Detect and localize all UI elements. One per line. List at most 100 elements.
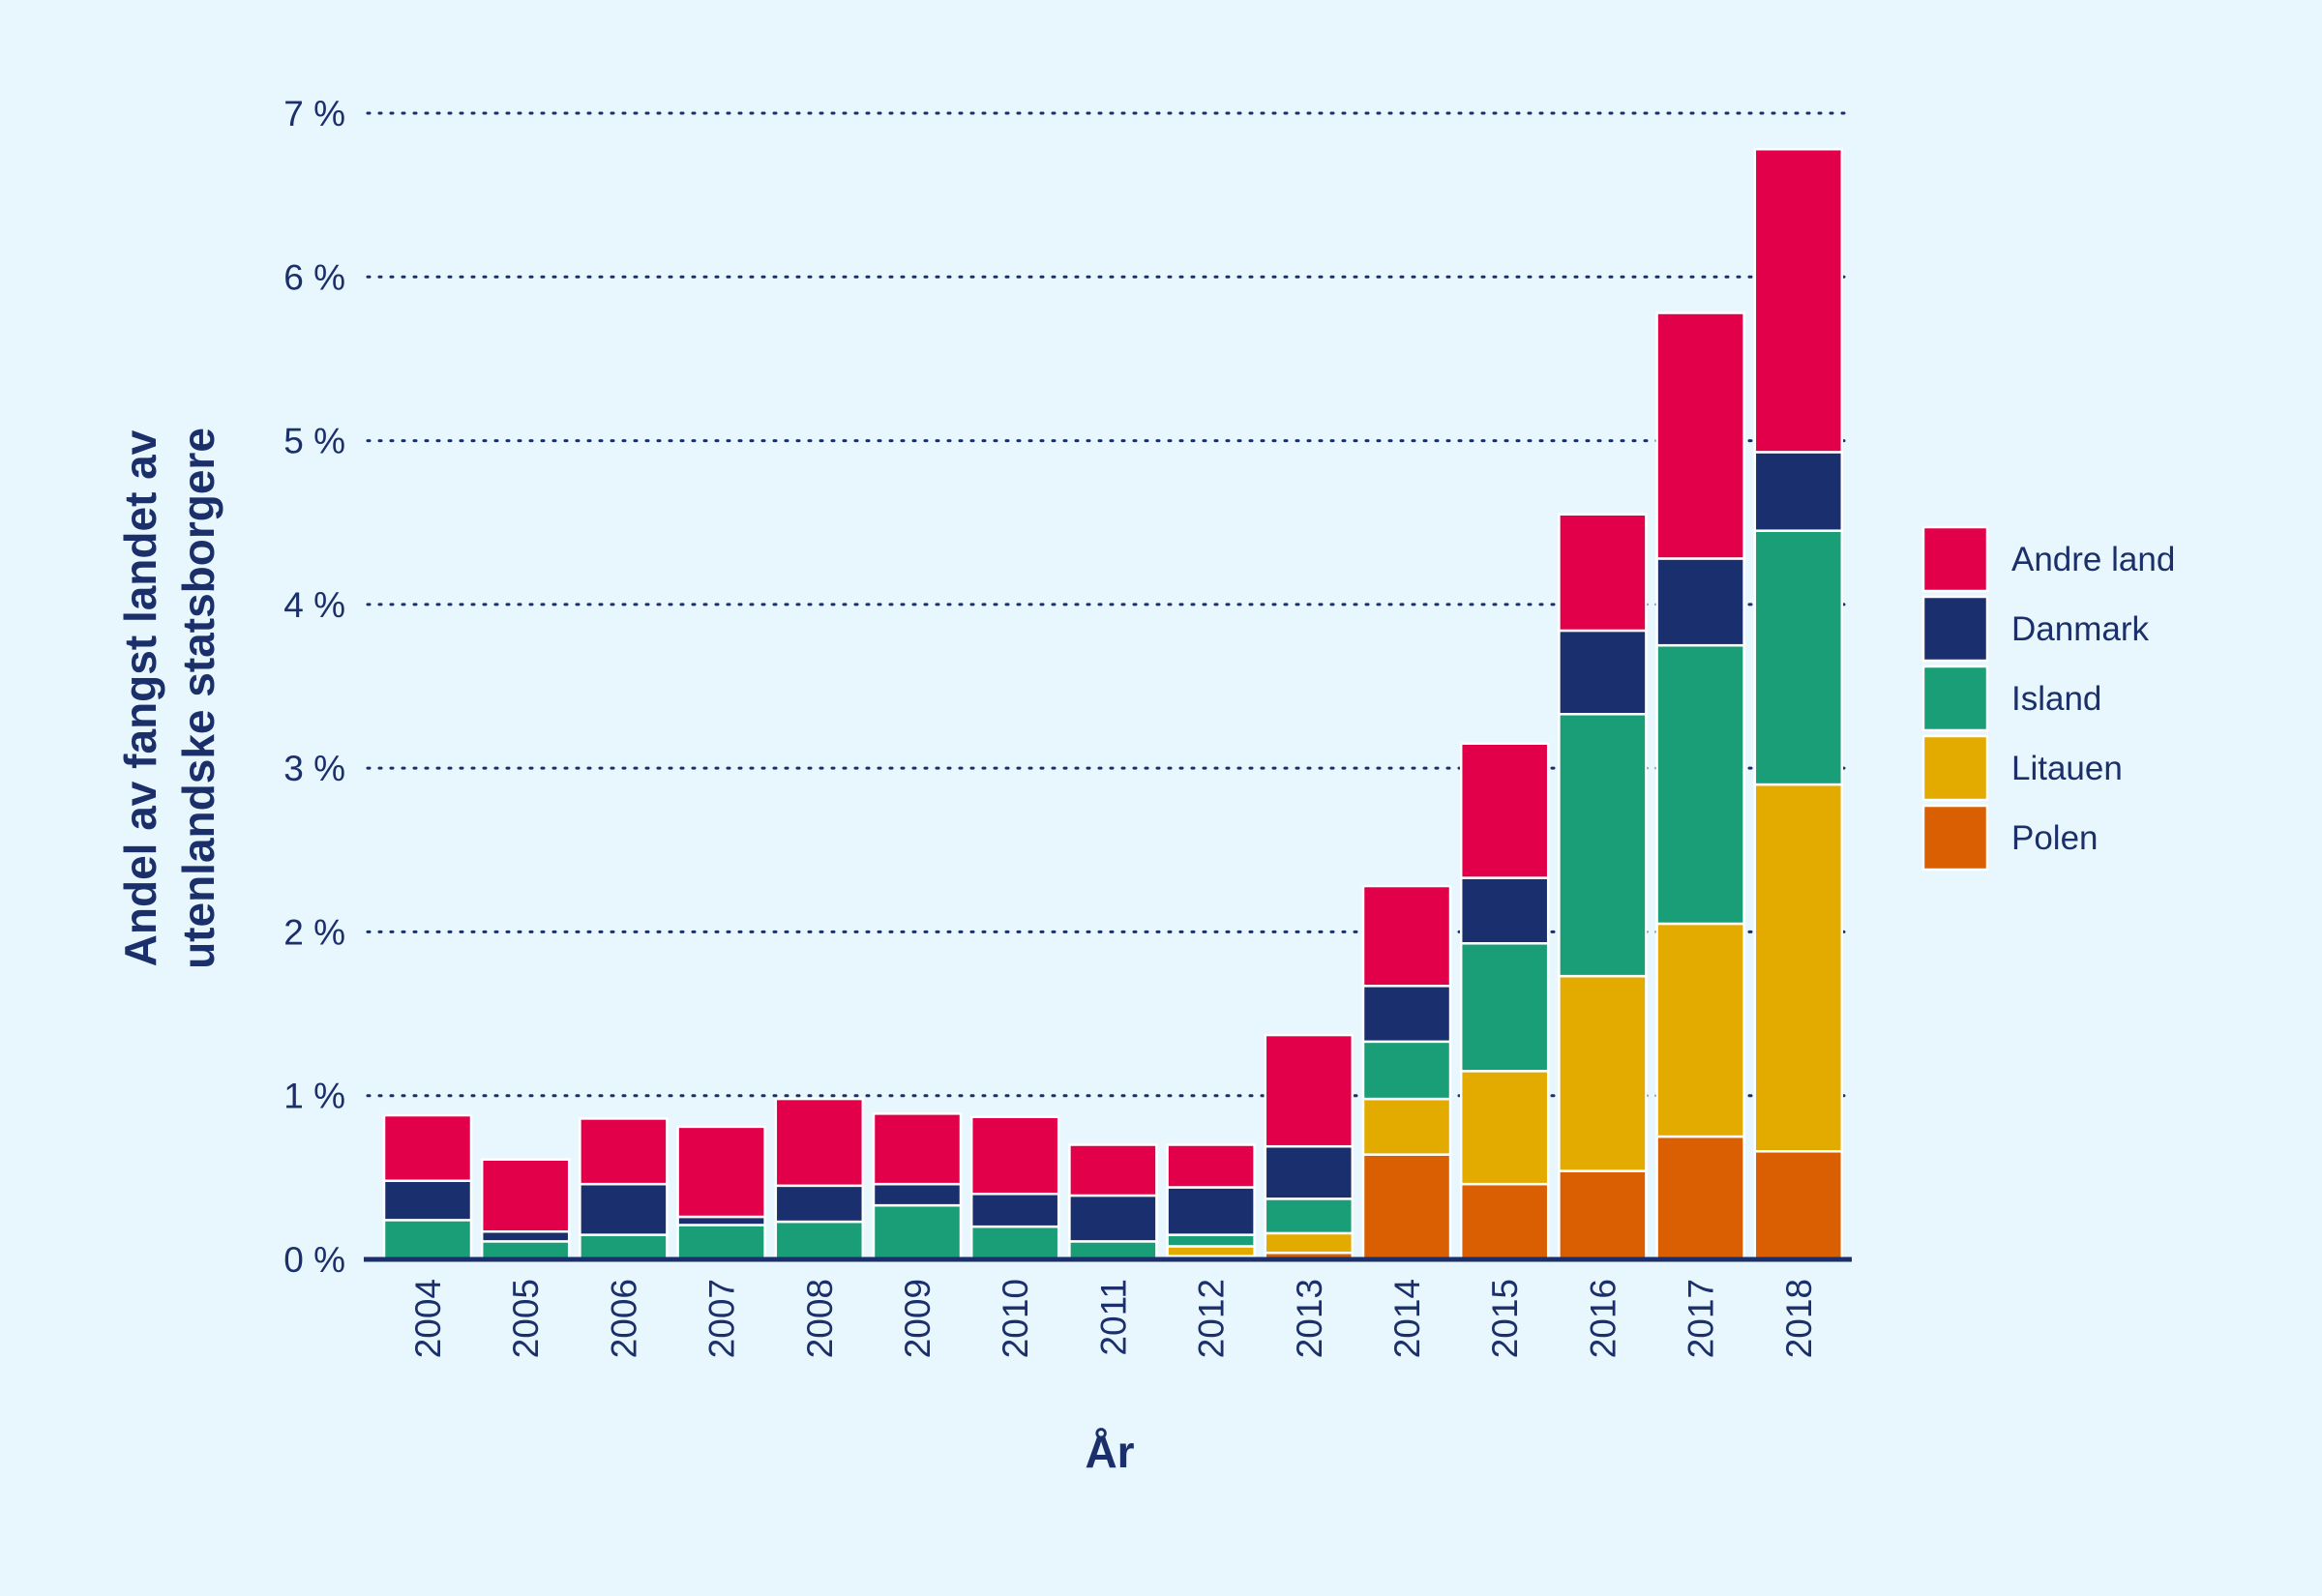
- bar-segment-island: [1558, 713, 1648, 978]
- x-tick-label: 2004: [408, 1279, 448, 1358]
- legend-swatch: [1921, 525, 1989, 593]
- legend-swatch: [1921, 734, 1989, 802]
- bar-segment-litauen: [1264, 1231, 1354, 1255]
- bar-stack-2007: [676, 1125, 766, 1261]
- bar-segment-andre-land: [969, 1115, 1060, 1196]
- y-tick-label: 7 %: [283, 94, 345, 133]
- y-tick-label: 0 %: [283, 1240, 345, 1280]
- legend-label: Island: [2011, 680, 2101, 718]
- bar-segment-polen: [1459, 1182, 1550, 1261]
- y-axis-title-line-2: utenlandske statsborgere: [173, 428, 223, 969]
- bar-segment-island: [1361, 1040, 1452, 1101]
- legend-item-polen: Polen: [1921, 804, 2099, 872]
- x-tick-label: 2018: [1779, 1279, 1819, 1358]
- bar-segment-danmark: [774, 1184, 865, 1224]
- bar-stack-2008: [774, 1097, 865, 1261]
- x-tick-label: 2009: [898, 1279, 938, 1358]
- bar-segment-andre-land: [1361, 884, 1452, 988]
- bar-segment-andre-land: [1753, 147, 1844, 454]
- legend-label: Polen: [2011, 819, 2099, 857]
- legend-swatch: [1921, 804, 1989, 872]
- bar-stack-2004: [382, 1113, 473, 1261]
- bar-stack-2011: [1068, 1143, 1158, 1261]
- bar-segment-litauen: [1361, 1097, 1452, 1156]
- bars: [382, 147, 1844, 1261]
- bar-segment-island: [1753, 529, 1844, 786]
- legend-label: Danmark: [2011, 610, 2149, 648]
- y-tick-label: 2 %: [283, 912, 345, 952]
- bar-stack-2018: [1753, 147, 1844, 1261]
- legend-item-island: Island: [1921, 665, 2101, 732]
- bar-segment-andre-land: [774, 1097, 865, 1188]
- bar-segment-litauen: [1459, 1070, 1550, 1186]
- bar-segment-andre-land: [872, 1112, 963, 1186]
- bar-segment-danmark: [1655, 557, 1745, 647]
- x-tick-label: 2016: [1583, 1279, 1622, 1358]
- bar-segment-island: [1068, 1240, 1158, 1261]
- bar-segment-danmark: [579, 1182, 669, 1236]
- bar-segment-andre-land: [480, 1158, 571, 1233]
- legend-swatch: [1921, 595, 1989, 663]
- x-tick-label: 2010: [996, 1279, 1035, 1358]
- y-tick-label: 3 %: [283, 749, 345, 788]
- bar-segment-polen: [1361, 1153, 1452, 1261]
- legend-item-andre-land: Andre land: [1921, 525, 2175, 593]
- bar-segment-island: [1655, 643, 1745, 926]
- bar-segment-litauen: [1558, 974, 1648, 1172]
- bar-segment-island: [1166, 1233, 1256, 1248]
- x-tick-label: 2007: [702, 1279, 742, 1358]
- bar-stack-2017: [1655, 311, 1745, 1261]
- bar-stack-2014: [1361, 884, 1452, 1261]
- bar-segment-island: [872, 1203, 963, 1261]
- x-tick-label: 2013: [1290, 1279, 1329, 1358]
- bar-stack-2012: [1166, 1143, 1256, 1261]
- x-axis-title: År: [1085, 1427, 1134, 1477]
- bar-segment-andre-land: [676, 1125, 766, 1219]
- bar-stack-2006: [579, 1117, 669, 1261]
- bar-segment-andre-land: [1459, 742, 1550, 879]
- x-tick-label: 2005: [506, 1279, 546, 1358]
- bar-segment-danmark: [1459, 876, 1550, 945]
- bar-segment-island: [774, 1220, 865, 1261]
- bar-segment-danmark: [872, 1182, 963, 1207]
- bar-segment-danmark: [1068, 1194, 1158, 1243]
- bar-segment-andre-land: [1655, 311, 1745, 560]
- bar-segment-island: [1264, 1197, 1354, 1235]
- bar-segment-danmark: [1558, 629, 1648, 716]
- bar-segment-island: [382, 1219, 473, 1261]
- legend-swatch: [1921, 665, 1989, 732]
- legend-label: Litauen: [2011, 750, 2123, 787]
- legend: Andre land Danmark Island Litauen Polen: [1921, 525, 2175, 872]
- y-axis-title-line-1: Andel av fangst landet av: [115, 429, 165, 966]
- x-tick-label: 2008: [800, 1279, 840, 1358]
- bar-segment-danmark: [969, 1193, 1060, 1228]
- bar-stack-2013: [1264, 1033, 1354, 1261]
- grid-lines: [366, 111, 1852, 1098]
- bar-segment-island: [480, 1240, 571, 1261]
- bar-segment-danmark: [1361, 985, 1452, 1044]
- bar-segment-andre-land: [382, 1113, 473, 1182]
- legend-item-danmark: Danmark: [1921, 595, 2149, 663]
- y-axis-title: Andel av fangst landet av utenlandske st…: [115, 428, 223, 969]
- x-tick-label: 2014: [1387, 1279, 1427, 1358]
- x-axis-ticks: 2004 2005 2006 2007 2008 2009 2010 2011 2012 2013…: [408, 1279, 1819, 1358]
- bar-stack-2005: [480, 1158, 571, 1261]
- bar-stack-2015: [1459, 742, 1550, 1261]
- legend-label: Andre land: [2011, 541, 2175, 578]
- bar-segment-andre-land: [1068, 1143, 1158, 1197]
- y-axis-ticks: 0 % 1 % 2 % 3 % 4 % 5 % 6 % 7 %: [283, 94, 345, 1280]
- y-tick-label: 4 %: [283, 585, 345, 625]
- bar-segment-polen: [1558, 1169, 1648, 1261]
- bar-segment-danmark: [1166, 1186, 1256, 1236]
- bar-segment-danmark: [1264, 1144, 1354, 1200]
- legend-item-litauen: Litauen: [1921, 734, 2123, 802]
- x-tick-label: 2017: [1682, 1279, 1721, 1358]
- x-tick-label: 2015: [1485, 1279, 1525, 1358]
- x-tick-label: 2006: [604, 1279, 643, 1358]
- bar-segment-island: [676, 1224, 766, 1261]
- bar-stack-2009: [872, 1112, 963, 1261]
- y-tick-label: 1 %: [283, 1077, 345, 1116]
- bar-stack-2010: [969, 1115, 1060, 1261]
- bar-stack-2016: [1558, 513, 1648, 1261]
